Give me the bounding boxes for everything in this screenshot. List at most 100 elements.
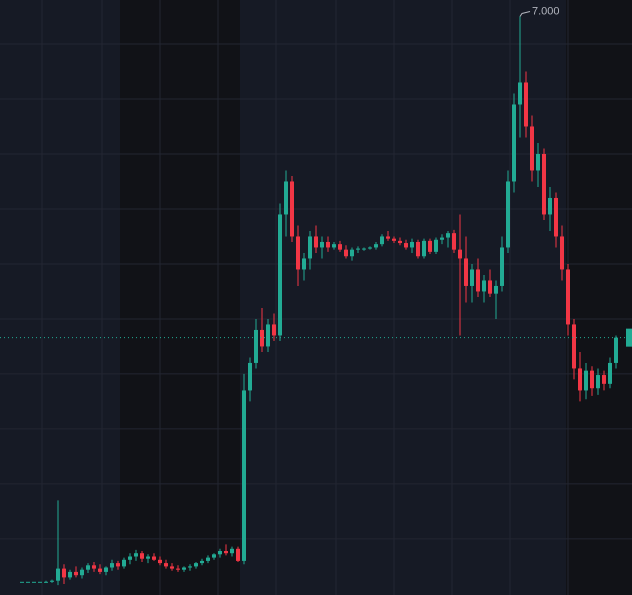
candle-body	[296, 236, 300, 270]
candle-body	[512, 104, 516, 182]
candle-body	[530, 126, 534, 171]
candle-body	[92, 565, 96, 569]
candle-body	[422, 240, 426, 257]
candle-body	[344, 249, 348, 257]
candle-body	[536, 153, 540, 171]
session-shade	[566, 0, 632, 595]
candle-body	[20, 581, 24, 583]
candle-body	[170, 566, 174, 569]
candle-body	[584, 370, 588, 391]
candle-body	[338, 244, 342, 250]
candle-body	[38, 581, 42, 583]
candle-body	[266, 324, 270, 347]
candle-body	[32, 581, 36, 583]
candle-body	[98, 568, 102, 572]
candle-body	[560, 236, 564, 270]
candle-body	[554, 197, 558, 237]
candle-body	[434, 239, 438, 252]
candle-body	[608, 362, 612, 384]
candle-body	[188, 566, 192, 568]
candle-body	[470, 269, 474, 286]
candle-body	[374, 244, 378, 248]
candle-body	[104, 567, 108, 572]
candle-body	[488, 280, 492, 294]
candle-body	[62, 568, 66, 578]
candle-body	[176, 568, 180, 570]
candle-body	[290, 181, 294, 237]
candle-body	[140, 553, 144, 559]
candle-body	[326, 241, 330, 248]
candle-body	[566, 269, 570, 325]
candle-body	[428, 240, 432, 252]
candle-body	[164, 563, 168, 567]
high-label: 7.000	[532, 5, 560, 17]
candle-body	[260, 329, 264, 347]
candle-body	[386, 236, 390, 239]
candle-body	[476, 269, 480, 292]
candle-body	[506, 181, 510, 248]
candle-body	[56, 568, 60, 581]
candle-body	[410, 241, 414, 248]
candle-body	[452, 233, 456, 250]
candle-body	[218, 551, 222, 555]
candle-body	[368, 247, 372, 249]
candle-body	[224, 551, 228, 554]
candle-body	[332, 244, 336, 248]
candle-body	[320, 241, 324, 248]
candle-body	[380, 236, 384, 245]
candle-body	[200, 560, 204, 564]
candle-body	[578, 368, 582, 391]
candle-body	[86, 565, 90, 570]
candle-body	[314, 236, 318, 248]
candle-body	[146, 556, 150, 559]
candle-body	[152, 556, 156, 560]
candle-body	[158, 559, 162, 564]
candle-body	[416, 241, 420, 257]
candle-body	[284, 181, 288, 215]
candle-body	[122, 559, 126, 567]
candle-body	[482, 280, 486, 292]
candle-body	[356, 248, 360, 250]
candle-body	[614, 337, 618, 363]
candle-body	[302, 258, 306, 270]
candle-body	[458, 249, 462, 259]
candle-body	[572, 324, 576, 369]
candle-body	[542, 153, 546, 215]
candle-body	[494, 285, 498, 294]
candle-body	[308, 236, 312, 259]
candle-body	[404, 243, 408, 248]
candle-body	[212, 554, 216, 558]
candle-body	[248, 362, 252, 391]
candle-body	[68, 571, 72, 578]
candle-body	[500, 247, 504, 286]
candle-body	[116, 563, 120, 567]
candle-body	[446, 233, 450, 238]
candle-body	[206, 557, 210, 561]
last-price-tag	[626, 328, 632, 347]
candle-body	[350, 249, 354, 257]
candle-body	[440, 237, 444, 240]
candle-body	[134, 553, 138, 557]
candle-body	[254, 329, 258, 363]
candle-body	[26, 581, 30, 583]
candle-body	[278, 214, 282, 336]
candle-body	[602, 375, 606, 384]
candle-body	[80, 569, 84, 576]
candle-body	[110, 563, 114, 568]
candle-body	[44, 581, 48, 583]
candle-body	[272, 324, 276, 336]
high-pointer	[519, 11, 531, 17]
candle-body	[398, 240, 402, 244]
session-shade	[120, 0, 240, 595]
candle-body	[464, 258, 468, 286]
candle-body	[242, 390, 246, 561]
candle-body	[362, 248, 366, 250]
candle-body	[392, 238, 396, 241]
candle-body	[182, 567, 186, 570]
candle-body	[548, 197, 552, 215]
candle-body	[236, 548, 240, 561]
candle-body	[128, 556, 132, 560]
